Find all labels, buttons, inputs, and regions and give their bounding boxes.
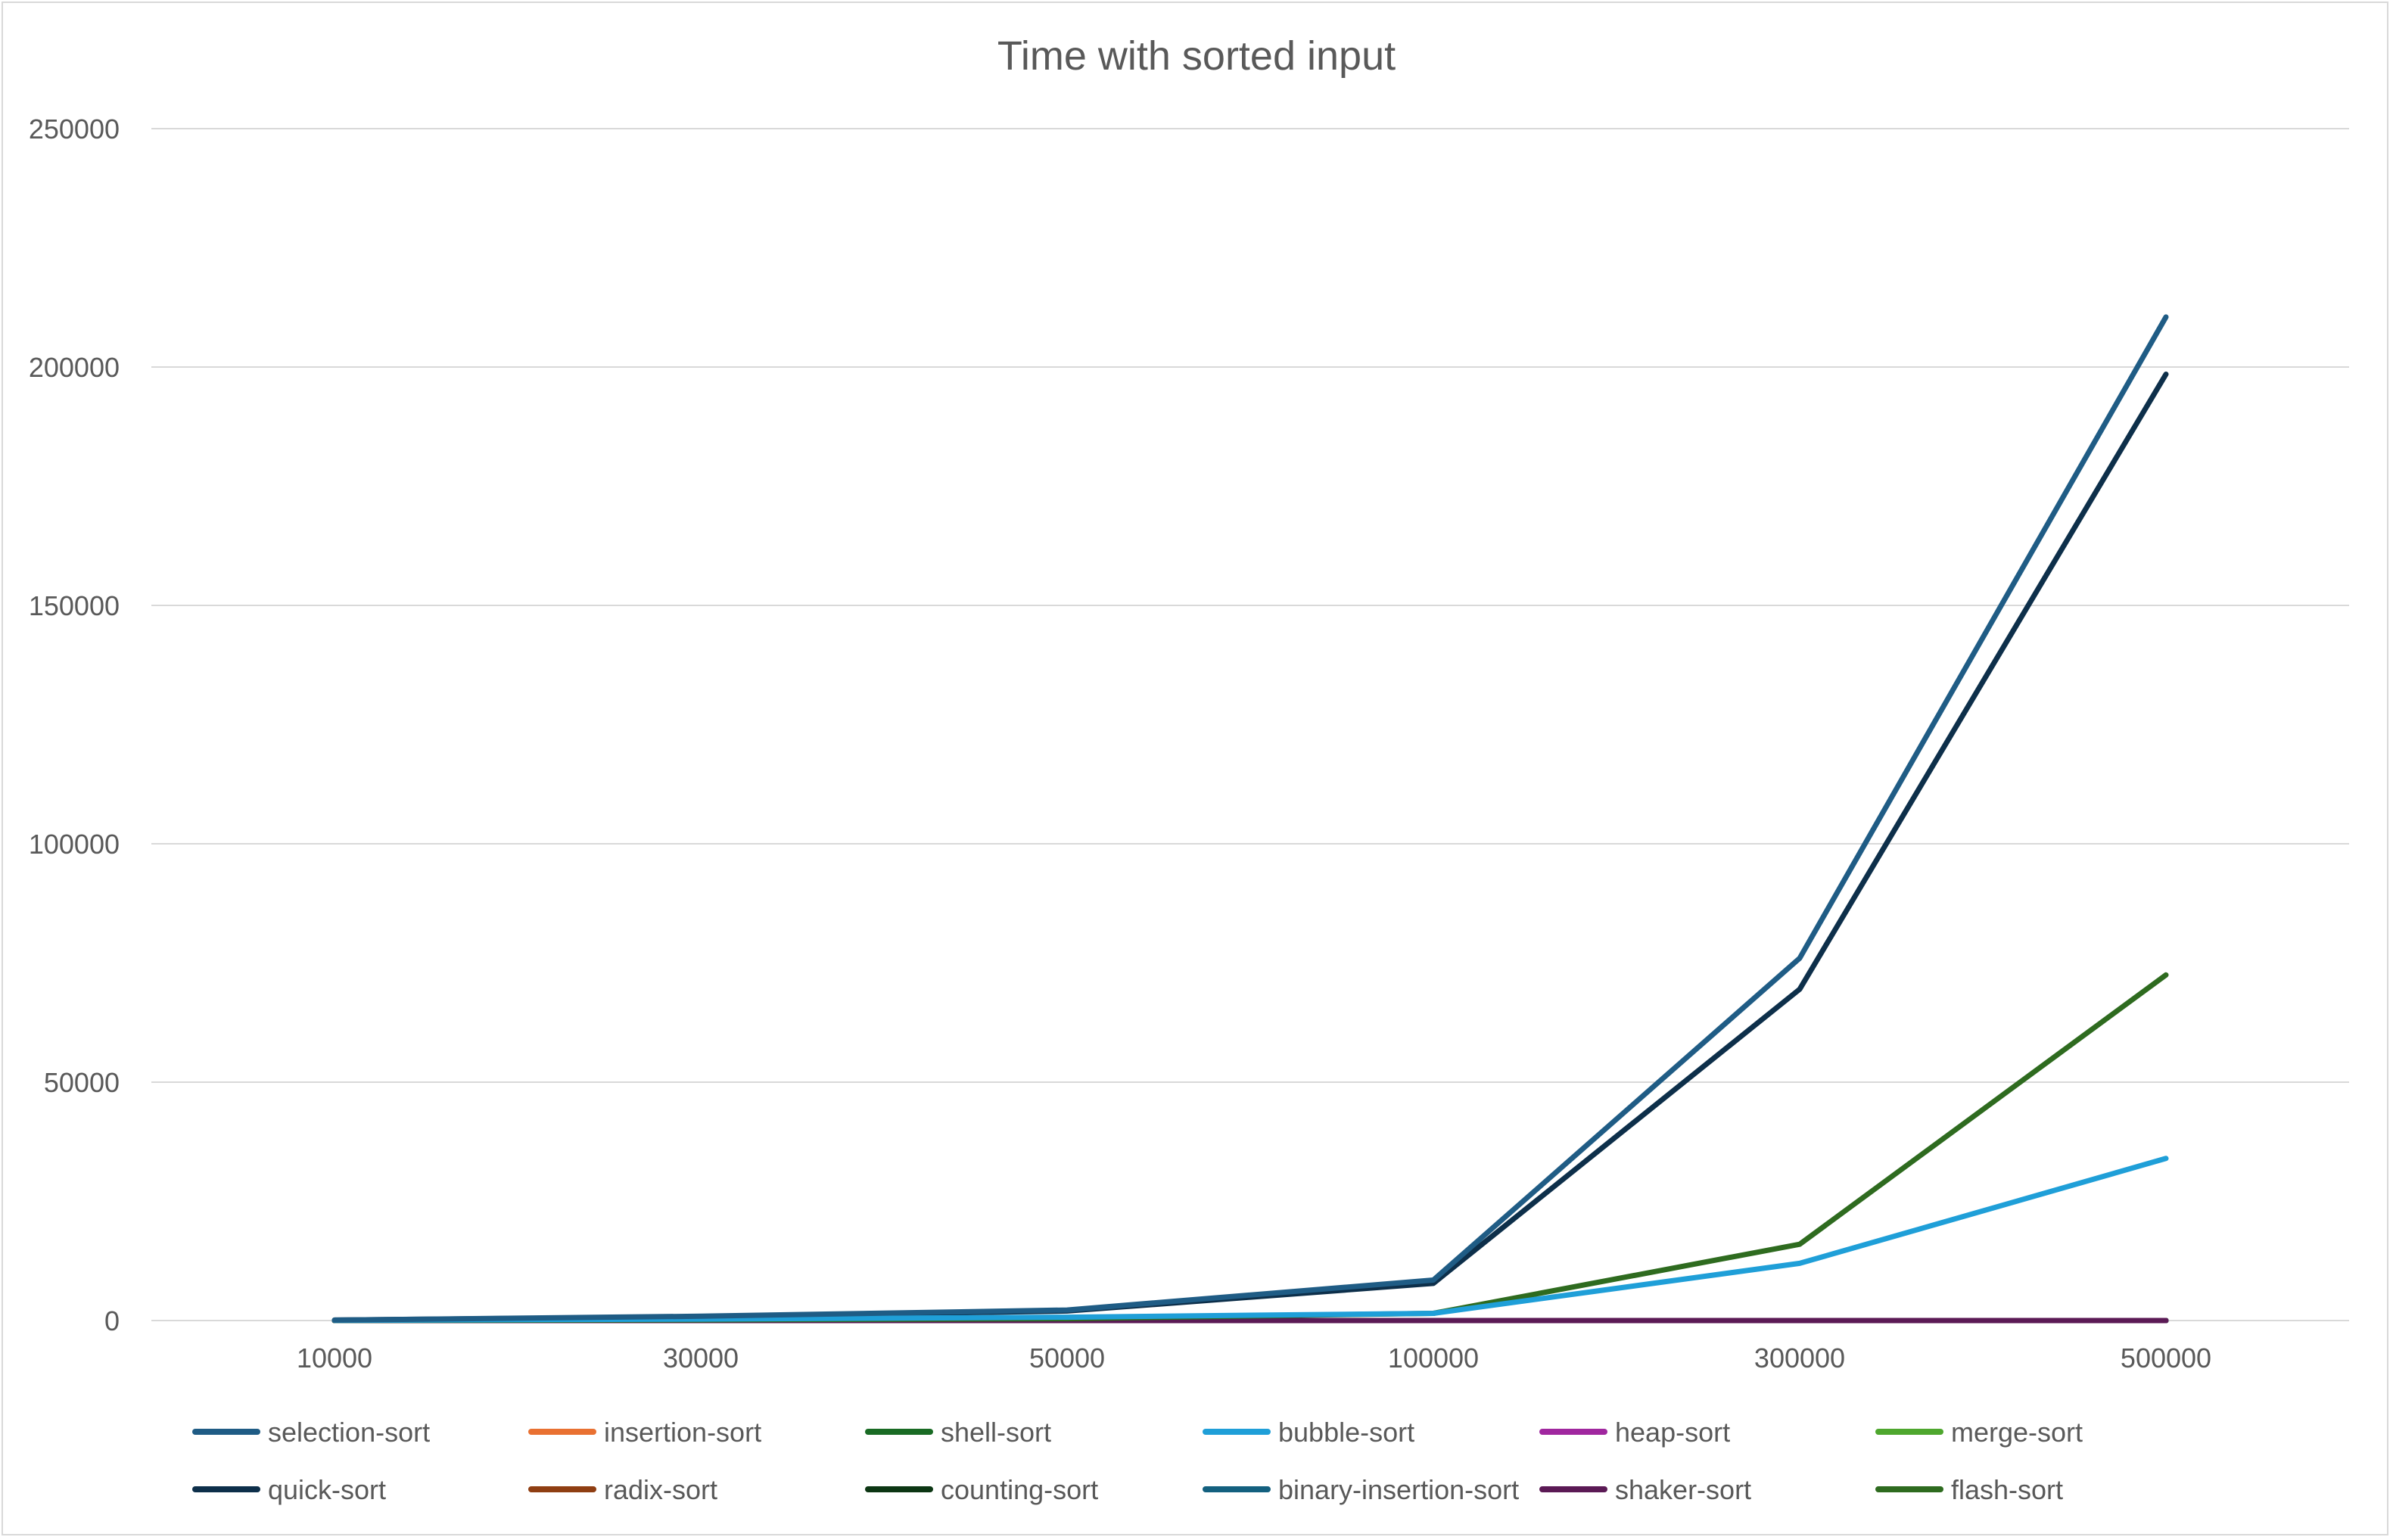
x-tick-label: 30000 [663, 1342, 739, 1374]
legend-label: selection-sort [268, 1417, 430, 1448]
series-line-selection-sort [331, 314, 2169, 1323]
legend-label: quick-sort [268, 1474, 386, 1505]
x-tick-label: 500000 [2121, 1342, 2211, 1374]
legend-label: radix-sort [604, 1474, 717, 1505]
y-tick-label: 250000 [29, 114, 120, 145]
legend-label: shaker-sort [1615, 1474, 1751, 1505]
x-axis-tick-labels: 10000 30000 50000 100000 300000 500000 [297, 1342, 2211, 1374]
legend-item: heap-sort [1539, 1417, 1730, 1448]
y-axis-tick-labels: 0 50000 100000 150000 200000 250000 [29, 114, 120, 1336]
legend-label: heap-sort [1615, 1417, 1730, 1448]
y-tick-label: 100000 [29, 829, 120, 860]
gridlines [151, 128, 2349, 1321]
chart-title: Time with sorted input [997, 33, 1396, 79]
legend-item: flash-sort [1875, 1474, 2063, 1505]
legend-item: radix-sort [528, 1474, 717, 1505]
legend-item: bubble-sort [1203, 1417, 1414, 1448]
legend-item: counting-sort [865, 1474, 1098, 1505]
legend-label: shell-sort [941, 1417, 1051, 1448]
legend-item: selection-sort [192, 1417, 430, 1448]
legend-label: merge-sort [1951, 1417, 2083, 1448]
legend-item: binary-insertion-sort [1203, 1474, 1519, 1505]
y-tick-label: 0 [104, 1305, 120, 1336]
legend: selection-sort insertion-sort shell-sort bu… [192, 1417, 2083, 1505]
y-tick-label: 50000 [44, 1067, 120, 1098]
y-tick-label: 150000 [29, 590, 120, 621]
legend-item: quick-sort [192, 1474, 386, 1505]
legend-label: bubble-sort [1278, 1417, 1414, 1448]
legend-label: binary-insertion-sort [1278, 1474, 1519, 1505]
legend-item: shaker-sort [1539, 1474, 1751, 1505]
legend-item: shell-sort [865, 1417, 1051, 1448]
series-line-flash-sort [331, 972, 2169, 1324]
plot-series [331, 314, 2169, 1324]
x-tick-label: 300000 [1754, 1342, 1845, 1374]
x-tick-label: 50000 [1029, 1342, 1105, 1374]
x-tick-label: 100000 [1388, 1342, 1479, 1374]
legend-label: insertion-sort [604, 1417, 761, 1448]
legend-item: insertion-sort [528, 1417, 761, 1448]
legend-item: merge-sort [1875, 1417, 2083, 1448]
legend-label: counting-sort [941, 1474, 1098, 1505]
x-tick-label: 10000 [297, 1342, 372, 1374]
y-tick-label: 200000 [29, 352, 120, 383]
legend-label: flash-sort [1951, 1474, 2063, 1505]
